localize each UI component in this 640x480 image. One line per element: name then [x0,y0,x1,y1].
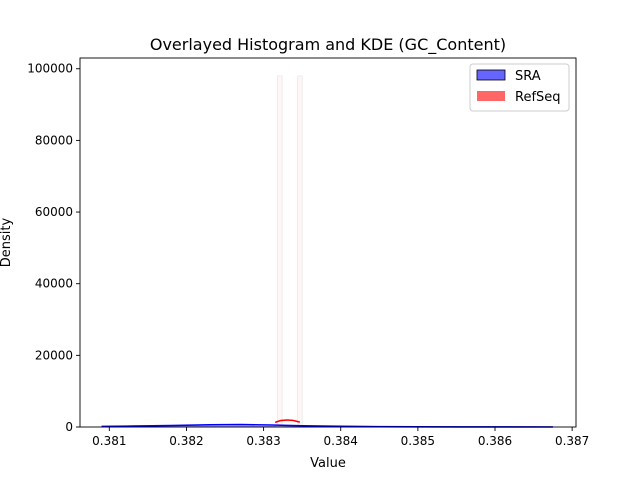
y-tick-label: 20000 [35,348,73,362]
x-axis-label: Value [310,456,346,471]
y-tick-label: 60000 [35,205,73,219]
y-tick-label: 80000 [35,133,73,147]
y-axis-label: Density [0,217,14,267]
legend-swatch-refseq [477,91,505,101]
kde-curves [101,419,553,428]
legend-label-sra: SRA [515,69,541,84]
plot-frame [79,57,577,428]
histogram-bars [101,75,554,428]
legend-swatch-sra [476,69,506,81]
x-tick-label: 0.384 [324,434,358,448]
chart-title: Overlayed Histogram and KDE (GC_Content) [150,35,506,55]
x-tick-label: 0.382 [169,434,203,448]
y-axis-ticks: 0 20000 40000 60000 80000 100000 [27,62,80,434]
x-tick-label: 0.381 [92,434,126,448]
x-tick-label: 0.385 [401,434,435,448]
bar-refseq-0 [277,75,283,428]
x-tick-label: 0.387 [555,434,589,448]
y-tick-label: 100000 [27,62,73,76]
bar-refseq-1 [297,75,303,428]
legend: SRA RefSeq [469,63,570,112]
y-tick-label: 40000 [35,277,73,291]
x-axis-ticks: 0.381 0.382 0.383 0.384 0.385 0.386 0.387 [92,427,589,448]
x-tick-label: 0.383 [246,434,280,448]
x-tick-label: 0.386 [478,434,512,448]
kde-line-refseq [274,419,301,424]
y-tick-label: 0 [65,420,73,434]
legend-label-refseq: RefSeq [515,90,561,105]
